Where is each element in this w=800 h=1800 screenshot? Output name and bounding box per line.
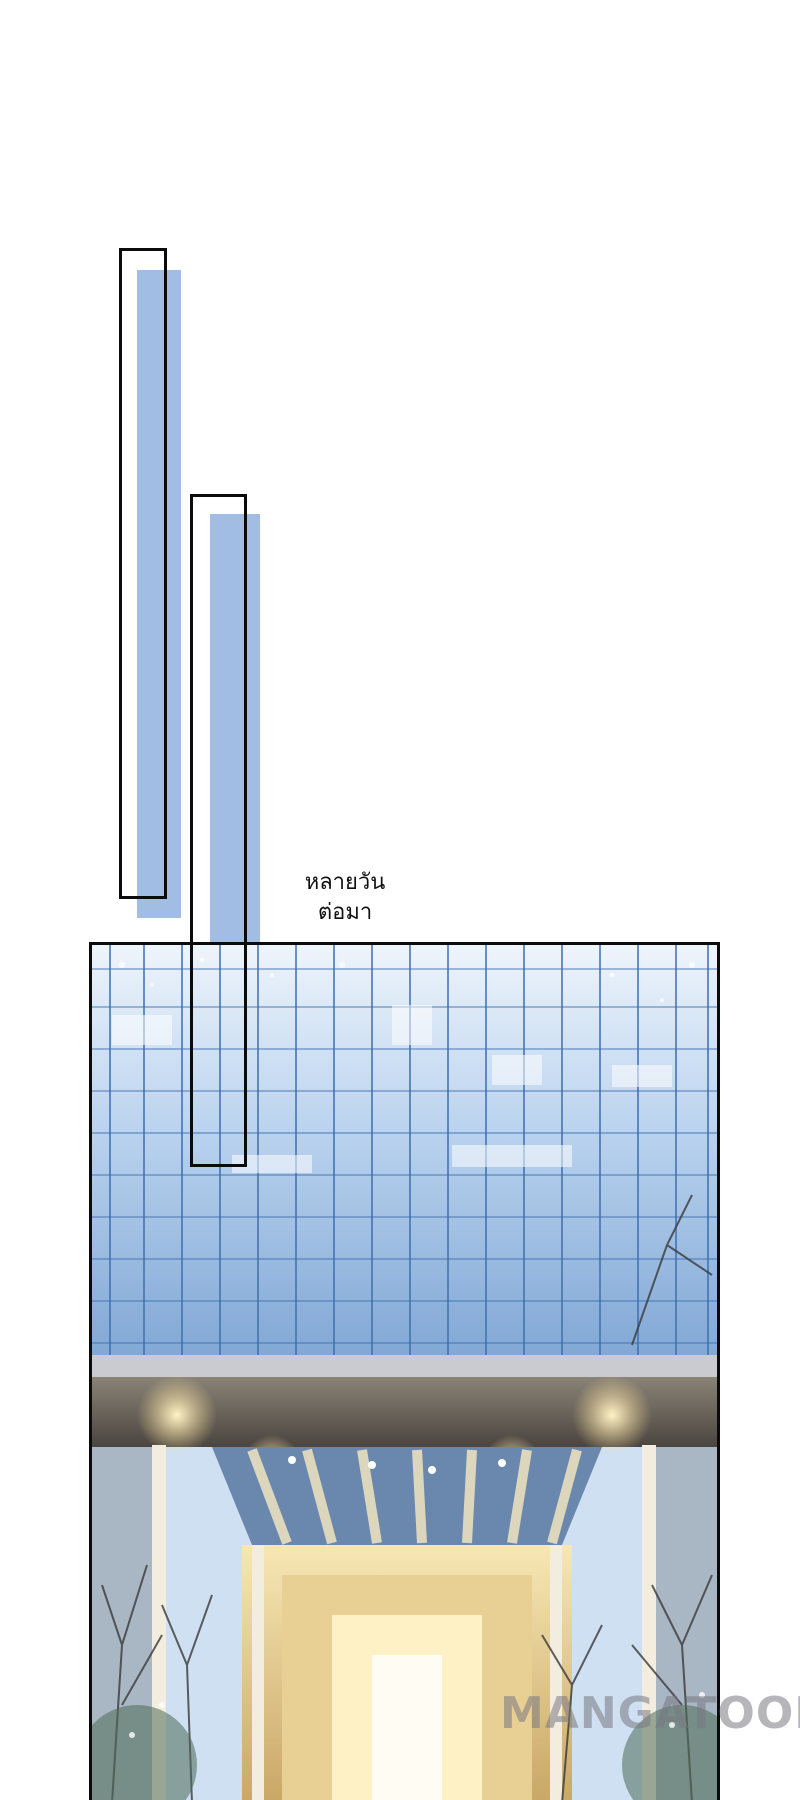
speed-bar-fill-left (137, 270, 181, 918)
caption-line-2: ต่อมา (317, 900, 373, 925)
speed-bar-frame-left (119, 248, 167, 899)
narration-caption: หลายวัน ต่อมา (270, 868, 420, 928)
building-illustration-panel (89, 942, 720, 1800)
building-entrance-icon (92, 945, 717, 1800)
caption-line-1: หลายวัน (304, 870, 386, 895)
watermark: MANGATOON (500, 1688, 800, 1739)
speed-bar-frame-right (190, 494, 247, 1167)
